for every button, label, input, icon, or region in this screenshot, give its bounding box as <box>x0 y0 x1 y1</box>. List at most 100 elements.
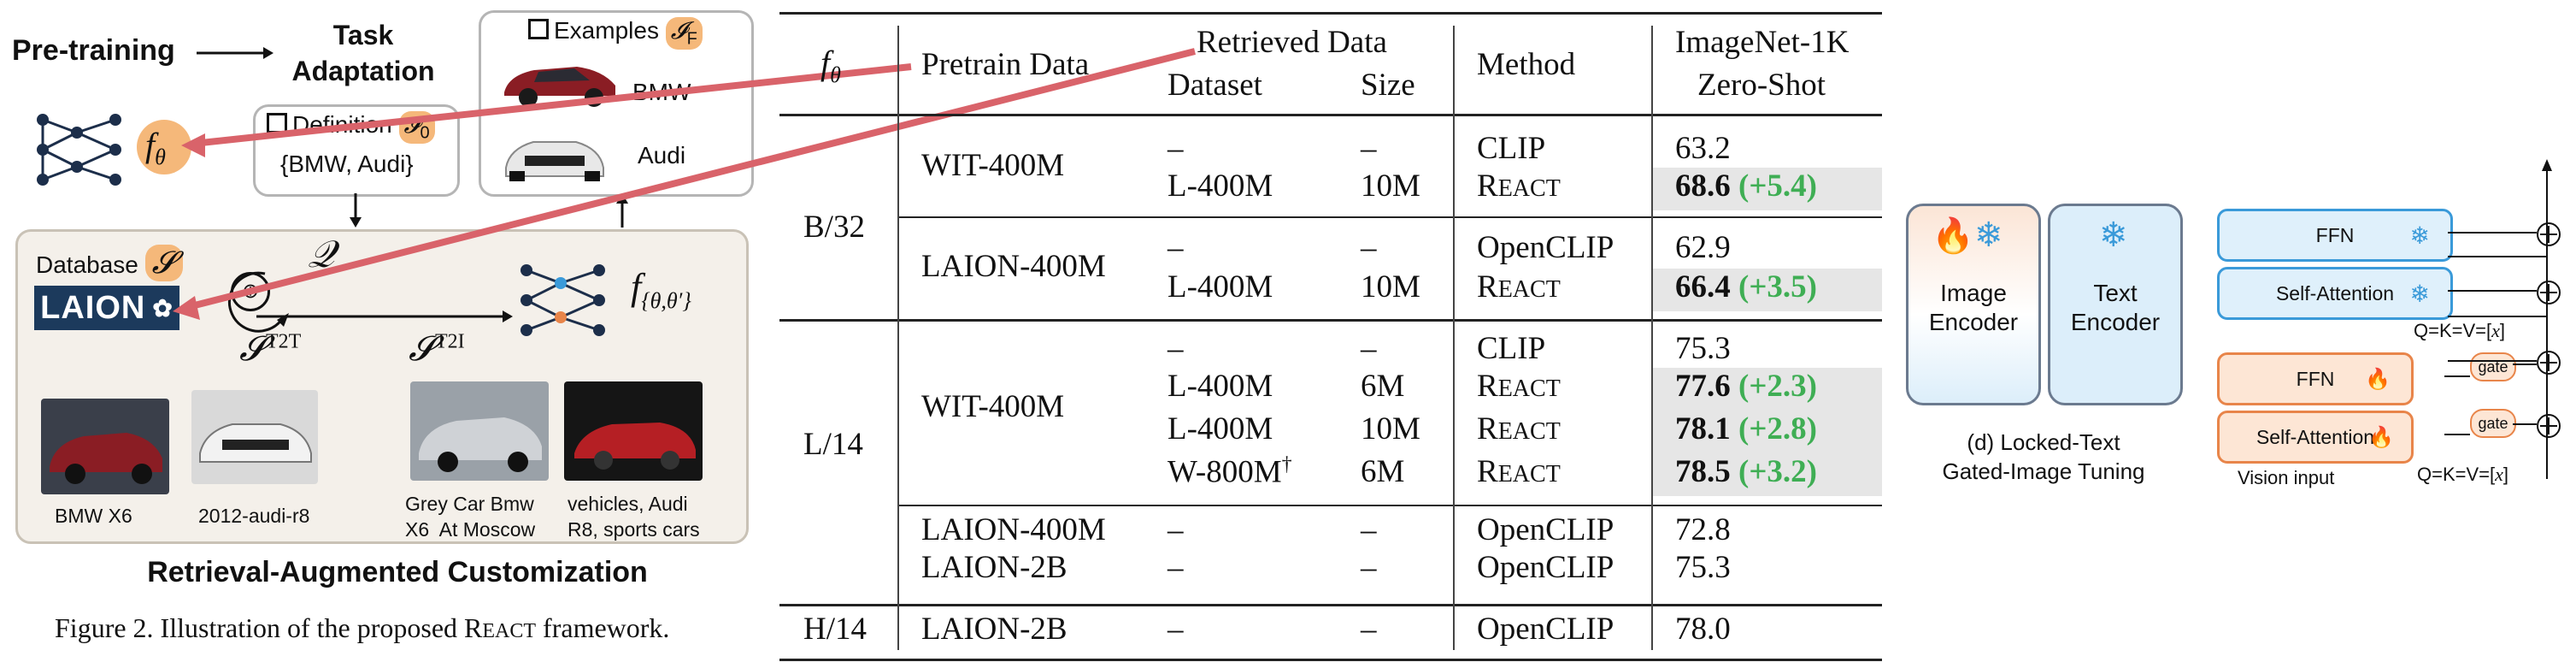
definition-value: {BMW, Audi} <box>280 151 414 177</box>
cell-size: – <box>1361 612 1377 647</box>
score-value: 77.6 <box>1675 369 1731 404</box>
react-method-first: R <box>1477 168 1498 204</box>
table-col-sep-3 <box>1651 26 1653 650</box>
laion-logo: LAION ✿ <box>34 286 179 330</box>
vision-input-label: Vision input <box>2238 467 2335 488</box>
cell-dataset: L-400M <box>1167 369 1273 404</box>
caption-1: BMW X6 <box>55 505 132 527</box>
table-header-rule <box>779 114 1882 116</box>
cell-score: 78.1 (+2.8) <box>1675 411 1817 447</box>
cell-score: 75.3 <box>1675 549 1731 586</box>
qkv-label-bottom: Q=K=V=[x] <box>2417 464 2509 485</box>
customization-title: Retrieval-Augmented Customization <box>147 556 648 588</box>
react-row-shade <box>1653 269 1882 311</box>
image-encoder-box <box>1906 204 2041 405</box>
score-value: 75.3 <box>1675 550 1731 585</box>
header-method: Method <box>1477 47 1576 82</box>
snowflake-icon: ❄ <box>1974 216 2003 254</box>
red-arrows <box>173 48 1196 320</box>
cell-method: CLIP <box>1477 331 1546 366</box>
react-row-shade <box>1653 168 1882 210</box>
table-col-sep-2 <box>1453 26 1455 650</box>
s-t2t-symbol: 𝓢T2T <box>239 329 302 368</box>
score-value: 66.4 <box>1675 269 1731 304</box>
residual-connections <box>2444 159 2552 479</box>
cell-method: REACT <box>1477 269 1561 305</box>
score-value: 63.2 <box>1675 131 1731 166</box>
pretrain-laion2b-h14: LAION-2B <box>921 612 1067 647</box>
cell-size: – <box>1361 331 1377 366</box>
encoder-caption: (d) Locked-Text Gated-Image Tuning <box>1942 429 2145 484</box>
cell-method: OpenCLIP <box>1477 612 1614 647</box>
score-value: 78.5 <box>1675 454 1731 489</box>
backbone-b32: B/32 <box>803 210 865 245</box>
header-imagenet-line2: Zero-Shot <box>1697 68 1826 103</box>
react-method-first: R <box>1477 269 1498 304</box>
score-value: 62.9 <box>1675 230 1731 265</box>
frozen-ffn-block: FFN ❄ <box>2217 209 2453 262</box>
react-method-rest: EACT <box>1497 418 1561 445</box>
fire-icon: 🔥 <box>1932 217 1974 255</box>
snowflake-icon: ❄ <box>2099 216 2128 254</box>
dagger-mark: † <box>1281 453 1292 476</box>
score-value: 78.1 <box>1675 411 1731 446</box>
cell-size: – <box>1361 230 1377 265</box>
header-imagenet-line1: ImageNet-1K <box>1675 25 1850 60</box>
score-value: 68.6 <box>1675 168 1731 204</box>
header-dataset: Dataset <box>1167 68 1262 103</box>
cell-method: CLIP <box>1477 131 1546 166</box>
cell-score: 68.6 (+5.4) <box>1675 168 1817 204</box>
examples-label: Examples 𝓘F <box>528 17 703 50</box>
cell-dataset: – <box>1167 331 1184 366</box>
score-gain: (+3.5) <box>1730 269 1817 304</box>
header-retrieved-data: Retrieved Data <box>1197 25 1387 60</box>
cell-score: 62.9 <box>1675 229 1731 266</box>
pretrain-laion400m-b32: LAION-400M <box>921 249 1106 284</box>
react-method-rest: EACT <box>1497 175 1561 202</box>
text-encoder-box <box>2048 204 2183 405</box>
residual-add-1 <box>2537 222 2561 246</box>
score-value: 78.0 <box>1675 612 1731 647</box>
table-group-rule-2 <box>779 604 1882 606</box>
caption-2: 2012-audi-r8 <box>198 505 310 527</box>
react-method-first: R <box>1477 454 1498 489</box>
paw-icon: ✿ <box>152 294 173 322</box>
cell-method: REACT <box>1477 453 1561 490</box>
tuned-self-attention-block: Self-Attention 🔥 <box>2217 411 2414 464</box>
cell-dataset: – <box>1167 612 1184 647</box>
image-encoder-label: Image Encoder <box>1928 280 2019 335</box>
fire-icon: 🔥 <box>2365 367 2391 391</box>
header-pretrain-data: Pretrain Data <box>921 47 1090 82</box>
pretrain-laion400m-l14: LAION-400M <box>921 512 1106 547</box>
cell-method: OpenCLIP <box>1477 230 1614 265</box>
task-adaptation-label: Task Adaptation <box>291 20 435 86</box>
cell-method: REACT <box>1477 168 1561 204</box>
retrieved-image-1 <box>41 399 169 494</box>
pretrain-laion2b-l14: LAION-2B <box>921 550 1067 585</box>
pretrain-wit-l14: WIT-400M <box>921 389 1065 424</box>
qkv-label-top: Q=K=V=[x] <box>2414 320 2506 341</box>
retrieved-image-2 <box>191 390 318 484</box>
table-col-sep-1 <box>897 26 899 650</box>
score-gain: (+2.8) <box>1730 411 1817 446</box>
pretraining-arrow <box>197 47 273 59</box>
pretraining-label: Pre-training <box>12 34 175 67</box>
retrieved-image-3 <box>410 381 549 481</box>
score-gain: (+3.2) <box>1730 454 1817 489</box>
table-group-rule-1 <box>779 319 1882 322</box>
retrieved-image-4 <box>564 381 703 481</box>
f-combined-symbol: f{θ,θ′} <box>631 266 691 313</box>
example-name-audi: Audi <box>638 142 686 168</box>
cell-score: 78.0 <box>1675 611 1731 647</box>
cell-size: 10M <box>1361 411 1420 446</box>
residual-add-2 <box>2537 281 2561 304</box>
cell-dataset: – <box>1167 512 1184 547</box>
cell-size: 6M <box>1361 454 1405 489</box>
gate-attention: gate <box>2470 409 2516 438</box>
table-sub-rule-1 <box>897 216 1882 218</box>
cell-size: – <box>1361 512 1377 547</box>
cell-method: OpenCLIP <box>1477 550 1614 585</box>
score-gain: (+5.4) <box>1730 168 1817 204</box>
